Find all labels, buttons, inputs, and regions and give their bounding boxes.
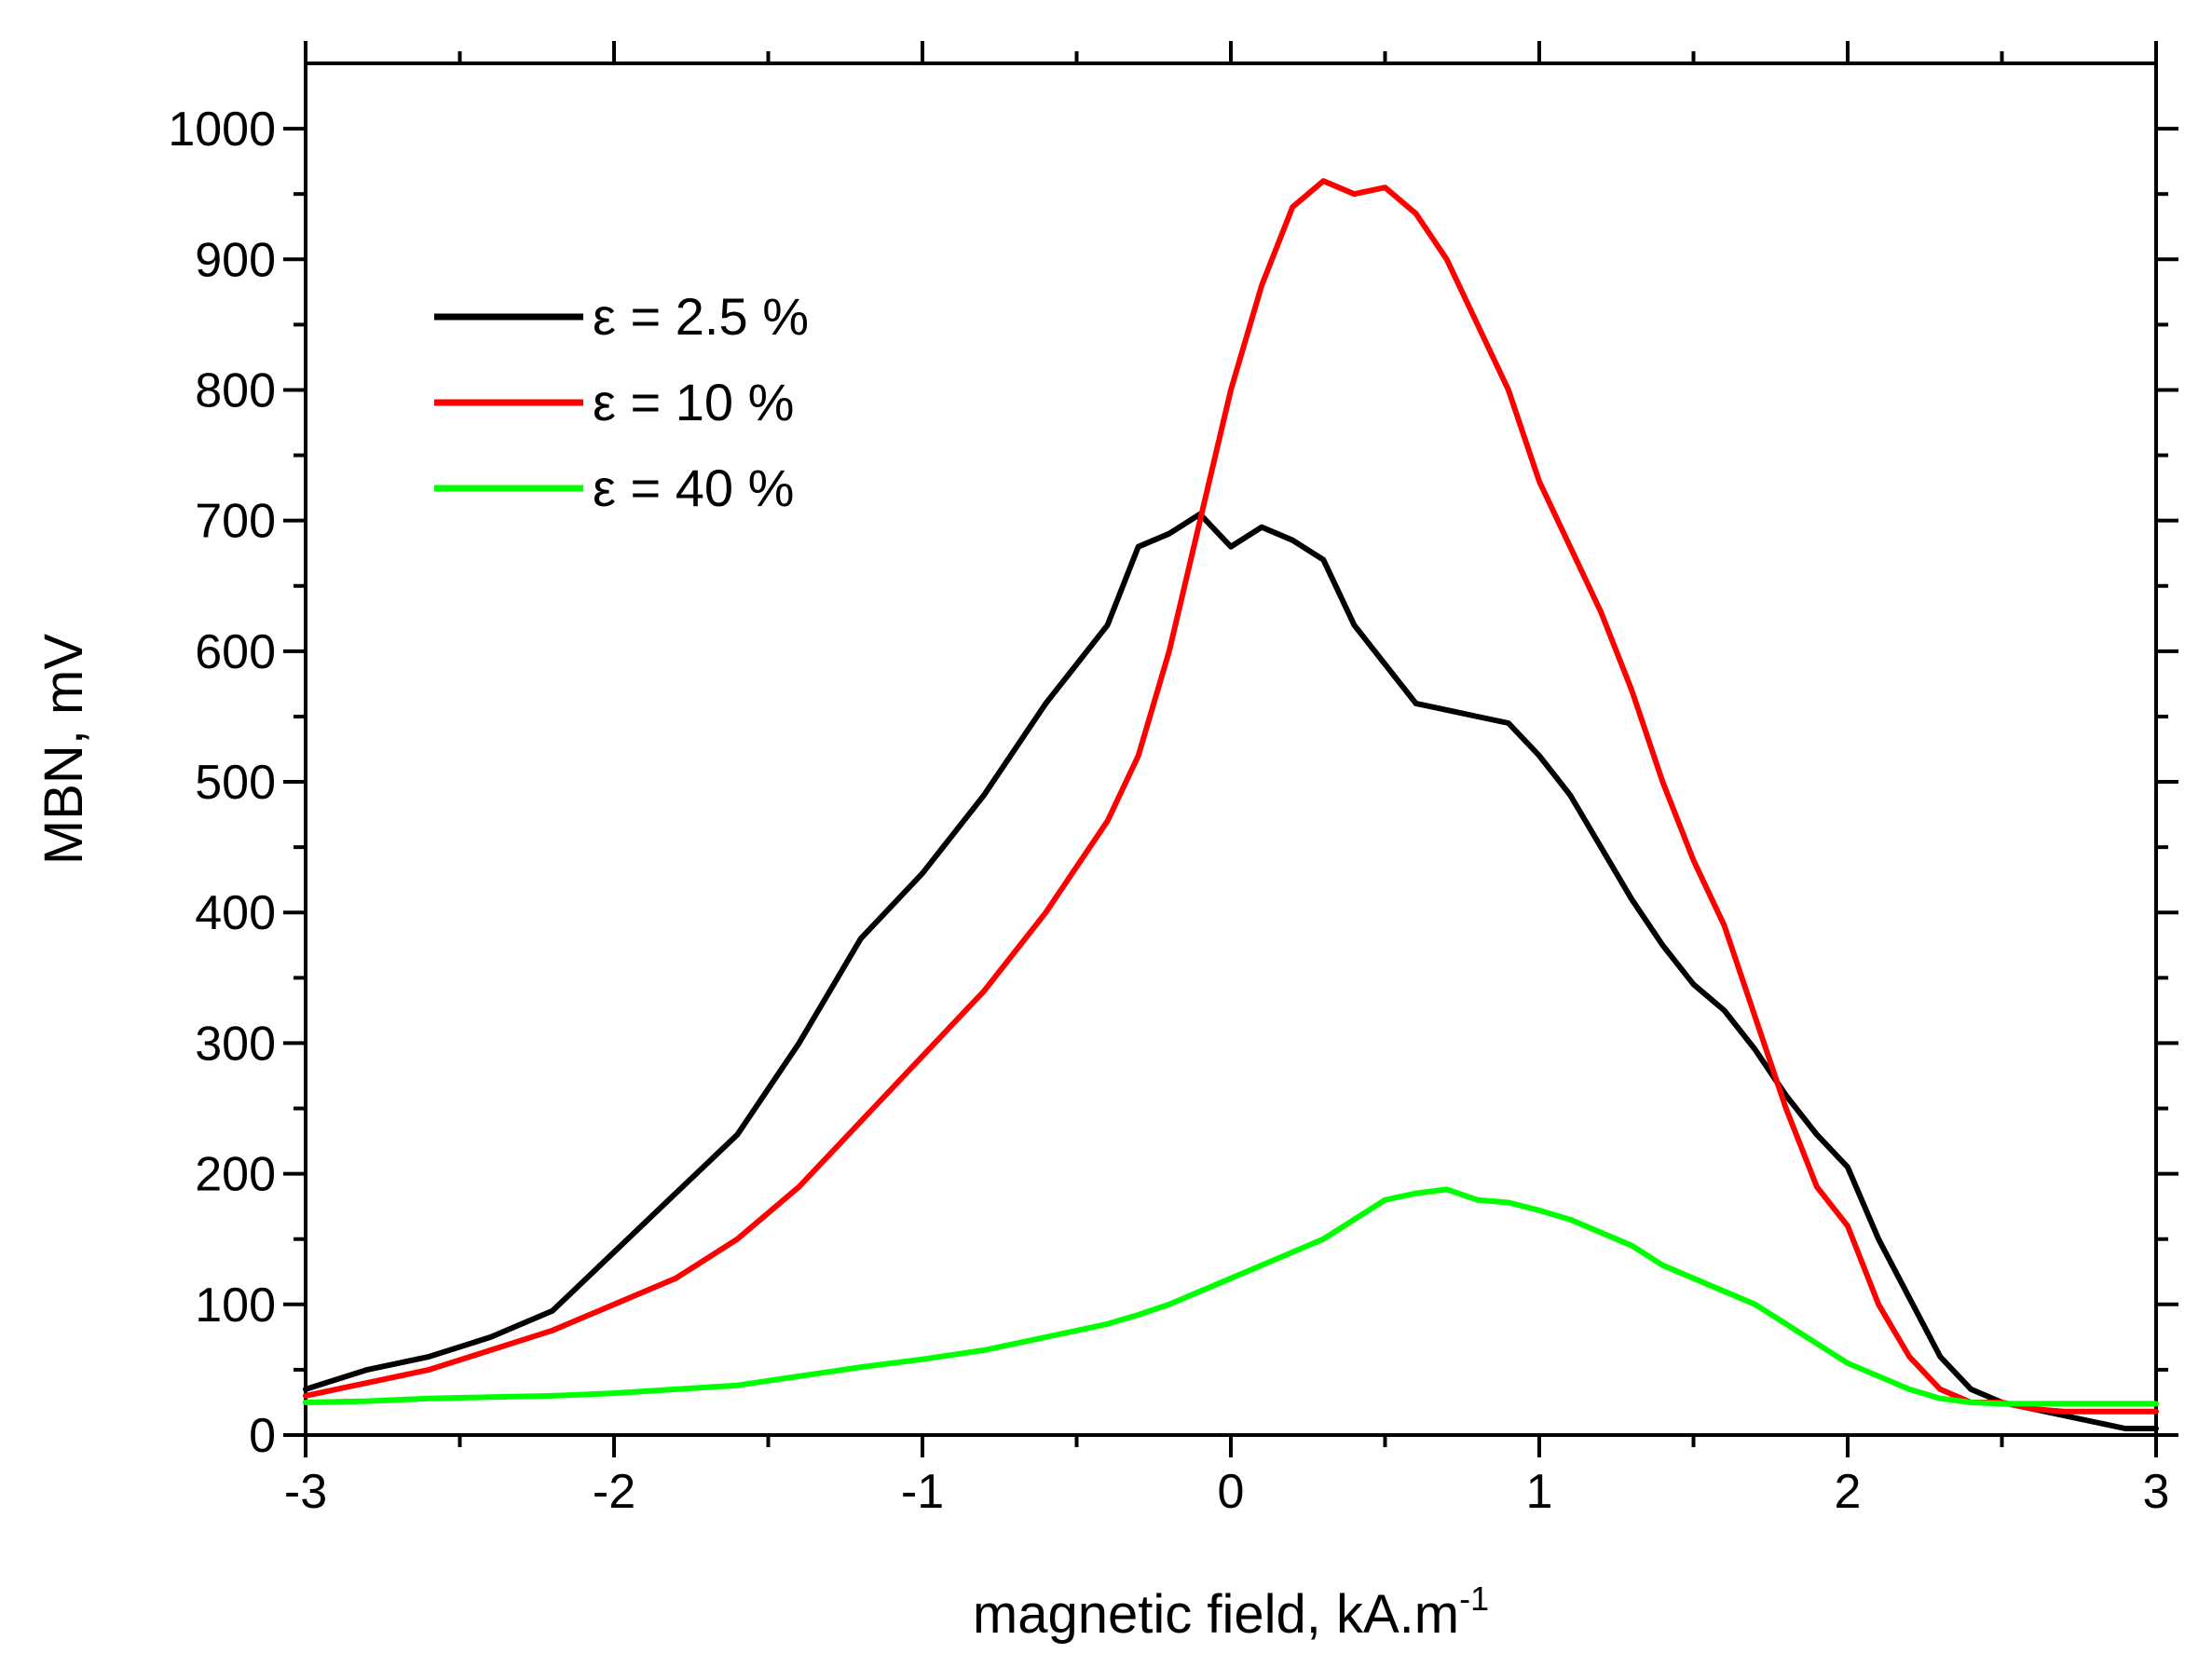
series-line-2 — [303, 178, 2159, 1415]
x-axis-title-main: magnetic field, kA.m — [973, 1584, 1459, 1645]
y-tick-label: 300 — [195, 1017, 276, 1071]
plot-frame — [304, 62, 2158, 1437]
y-tick-label: 700 — [195, 495, 276, 549]
legend-label-3: ε = 40 % — [593, 458, 794, 517]
y-axis-title: MBN, mV — [34, 634, 94, 865]
y-tick-label: 900 — [195, 233, 276, 287]
x-axis-title-superscript: -1 — [1459, 1579, 1489, 1618]
tick-labels: -3 -2 -1 0 1 2 3 0 100 200 300 400 500 600 700 800 900 10… — [168, 103, 2169, 1519]
y-tick-label: 400 — [195, 886, 276, 940]
axis-ticks — [283, 41, 2178, 1457]
legend-label-1: ε = 2.5 % — [593, 287, 809, 346]
y-tick-label: 600 — [195, 625, 276, 679]
y-tick-label: 100 — [195, 1278, 276, 1333]
x-tick-label: 3 — [2143, 1465, 2170, 1519]
x-axis-title: magnetic field, kA.m-1 — [973, 1579, 1489, 1645]
x-tick-label: -3 — [284, 1465, 327, 1519]
series-line-1 — [303, 511, 2159, 1431]
y-tick-label: 800 — [195, 363, 276, 417]
series-line-3 — [303, 1186, 2159, 1407]
x-tick-label: -2 — [593, 1465, 635, 1519]
x-tick-label: -1 — [901, 1465, 944, 1519]
series-layer — [303, 178, 2159, 1431]
y-tick-label: 0 — [249, 1409, 276, 1463]
x-tick-label: 2 — [1835, 1465, 1862, 1519]
y-tick-label: 200 — [195, 1148, 276, 1202]
legend: ε = 2.5 % ε = 10 % ε = 40 % — [434, 287, 809, 517]
legend-label-2: ε = 10 % — [593, 373, 794, 431]
y-tick-label: 1000 — [168, 103, 276, 157]
x-tick-label: 1 — [1526, 1465, 1553, 1519]
x-tick-label: 0 — [1218, 1465, 1245, 1519]
y-tick-label: 500 — [195, 756, 276, 810]
